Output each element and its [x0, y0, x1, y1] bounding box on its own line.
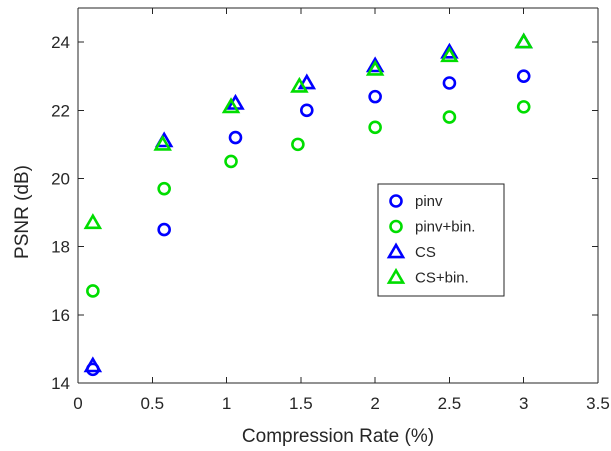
y-tick-label: 24 — [51, 33, 70, 52]
y-axis-label: PSNR (dB) — [12, 165, 33, 259]
y-tick-label: 18 — [51, 238, 70, 257]
series-cs-bin — [83, 32, 533, 230]
data-point — [153, 134, 172, 151]
y-tick-label: 16 — [51, 306, 70, 325]
data-point — [365, 59, 385, 76]
data-point — [442, 76, 457, 90]
x-tick-label: 3.5 — [586, 394, 610, 413]
x-tick-label: 1 — [222, 394, 231, 413]
data-point — [297, 73, 317, 90]
legend-label: pinv+bin. — [415, 219, 475, 236]
y-tick-label: 14 — [51, 374, 70, 393]
x-tick-label: 1.5 — [289, 394, 313, 413]
data-point — [228, 130, 243, 145]
data-point — [221, 97, 241, 114]
data-point — [83, 213, 103, 230]
legend-marker — [386, 242, 406, 259]
data-point — [291, 137, 305, 152]
data-point — [290, 76, 309, 93]
data-point — [157, 181, 171, 196]
x-tick-label: 3 — [519, 394, 528, 413]
y-tick-label: 22 — [51, 101, 70, 120]
legend-marker — [386, 267, 406, 284]
data-point — [368, 89, 382, 104]
data-point — [299, 103, 314, 118]
data-point — [440, 46, 459, 63]
x-tick-label: 0 — [73, 394, 82, 413]
data-point — [516, 69, 531, 83]
legend-label: pinv — [415, 193, 443, 210]
legend-marker — [389, 219, 403, 234]
data-point — [86, 284, 100, 298]
axes: 0 0.5 1 1.5 2 2.5 3 3.5 14 16 18 20 22 24 — [51, 7, 610, 413]
legend-label: CS — [415, 244, 436, 261]
x-tick-label: 2.5 — [438, 394, 462, 413]
data-point — [365, 56, 385, 73]
series-pinv-bin — [86, 100, 531, 298]
legend: pinv pinv+bin. CS CS+bin. — [377, 183, 505, 297]
data-point — [157, 222, 171, 237]
data-point — [83, 356, 103, 373]
data-point — [440, 42, 459, 59]
x-axis-label: Compression Rate (%) — [242, 426, 434, 447]
data-point — [514, 32, 533, 49]
data-point — [368, 120, 382, 135]
y-tick-label: 20 — [51, 169, 70, 188]
data-markers — [83, 32, 533, 377]
x-tick-label: 0.5 — [140, 394, 164, 413]
data-point — [224, 154, 238, 169]
data-point — [516, 100, 531, 114]
x-tick-label: 2 — [370, 394, 379, 413]
legend-marker — [389, 194, 403, 208]
data-point — [442, 110, 457, 124]
legend-label: CS+bin. — [415, 270, 469, 287]
